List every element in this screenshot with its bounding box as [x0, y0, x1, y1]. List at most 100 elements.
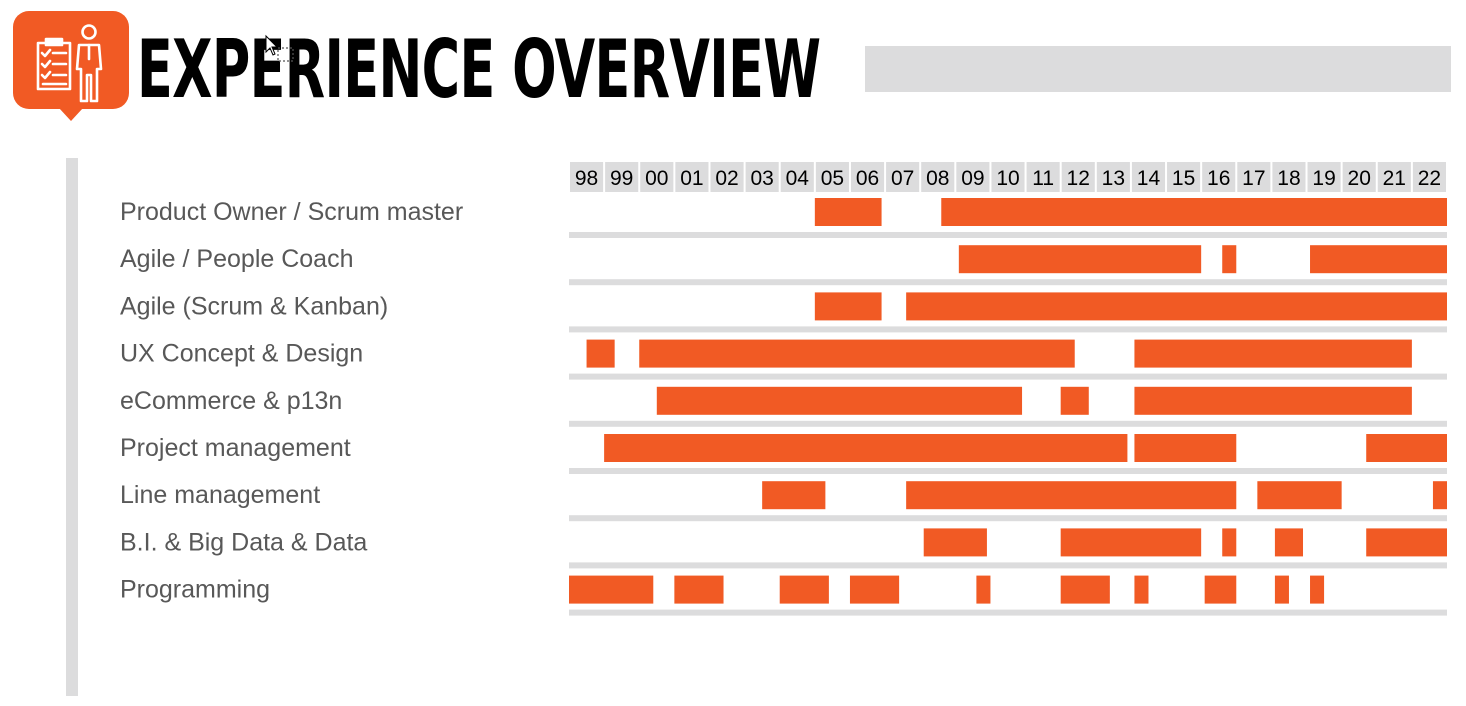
gantt-bar — [586, 339, 615, 368]
year-header-cell — [1307, 162, 1341, 192]
year-header-cell — [1131, 162, 1166, 192]
year-tick-label: 06 — [856, 167, 879, 190]
gantt-bar — [906, 292, 1447, 321]
gantt-bar — [1257, 481, 1342, 510]
year-header-cell — [745, 162, 779, 192]
year-tick-label: 10 — [996, 167, 1019, 190]
gantt-bar — [814, 292, 882, 321]
gantt-bar — [976, 575, 991, 604]
gantt-bar — [639, 339, 1075, 368]
year-tick-label: 22 — [1418, 167, 1441, 190]
year-header-cell — [886, 162, 920, 192]
year-header-cell — [1202, 162, 1236, 192]
gantt-bar — [1134, 434, 1237, 462]
year-tick-label: 19 — [1312, 167, 1335, 190]
year-tick-label: 17 — [1242, 167, 1265, 190]
row-separator — [569, 326, 1447, 333]
year-tick-label: 21 — [1383, 167, 1406, 190]
row-label: Project management — [120, 434, 351, 462]
mouse-cursor-icon — [264, 34, 298, 66]
row-label: Agile (Scrum & Kanban) — [120, 292, 388, 320]
row-separator — [569, 420, 1447, 427]
gantt-bar — [1310, 575, 1325, 604]
gantt-bar — [906, 481, 1237, 510]
gantt-bar — [1134, 339, 1412, 368]
year-tick-label: 08 — [926, 167, 949, 190]
row-label: B.I. & Big Data & Data — [120, 528, 367, 556]
year-header-cell — [1026, 162, 1060, 192]
row-label: Agile / People Coach — [120, 245, 353, 273]
year-header-cell — [1096, 162, 1130, 192]
year-tick-label: 12 — [1067, 167, 1090, 190]
gantt-bar — [1204, 575, 1237, 604]
gantt-bar — [656, 386, 1023, 415]
gantt-bar — [941, 198, 1447, 226]
year-tick-label: 04 — [786, 167, 810, 190]
gantt-bar — [779, 575, 829, 604]
gantt-bar — [1060, 575, 1110, 604]
row-separator — [569, 515, 1447, 522]
logo-badge — [13, 11, 129, 123]
year-header-cell — [1377, 162, 1411, 192]
gantt-bar — [1366, 528, 1447, 557]
title-accent-bar — [865, 46, 1451, 92]
gantt-bar — [1274, 528, 1304, 557]
gantt-bar — [762, 481, 826, 510]
gantt-bar — [674, 575, 724, 604]
year-header-cell — [1272, 162, 1306, 192]
year-tick-label: 15 — [1172, 167, 1195, 190]
row-label: Programming — [120, 576, 270, 604]
year-header-cell — [850, 162, 885, 192]
row-separator — [569, 468, 1447, 474]
year-header-cell — [605, 162, 639, 192]
year-header-cell — [956, 162, 990, 192]
year-header-cell — [815, 162, 849, 192]
row-label: Line management — [120, 481, 320, 509]
year-header-cell — [991, 162, 1025, 192]
year-header-cell — [570, 162, 604, 192]
row-label: Product Owner / Scrum master — [120, 198, 463, 226]
gantt-bar — [849, 575, 900, 604]
year-header-cell — [1412, 162, 1446, 192]
gantt-bar — [958, 245, 1202, 274]
year-tick-label: 01 — [680, 167, 703, 190]
person-with-checklist-icon — [13, 11, 129, 121]
year-header-cell — [1342, 162, 1376, 192]
gantt-bar — [1134, 386, 1412, 415]
year-tick-label: 98 — [575, 167, 598, 190]
year-tick-label: 05 — [821, 167, 844, 190]
gantt-bar — [1060, 528, 1202, 557]
year-header-cell — [710, 162, 744, 192]
gantt-bar — [814, 198, 882, 226]
year-header-cell — [640, 162, 674, 192]
year-header-cell — [1061, 162, 1095, 192]
gantt-bar — [1274, 575, 1289, 604]
year-tick-label: 18 — [1277, 167, 1300, 190]
gantt-bar — [1060, 386, 1089, 415]
year-tick-label: 02 — [715, 167, 738, 190]
year-tick-label: 09 — [961, 167, 984, 190]
gantt-bar — [1222, 245, 1237, 274]
year-tick-label: 14 — [1137, 167, 1161, 190]
page-title: EXPERIENCE OVERVIEW — [137, 23, 821, 116]
row-separator — [569, 279, 1447, 286]
gantt-bar — [1310, 245, 1447, 274]
gantt-bar — [1366, 434, 1447, 462]
year-header-cell — [921, 162, 955, 192]
year-header-cell — [1237, 162, 1271, 192]
row-separator — [569, 232, 1447, 238]
left-vertical-rule — [66, 158, 78, 696]
year-tick-label: 16 — [1207, 167, 1230, 190]
year-tick-label: 07 — [891, 167, 914, 190]
year-tick-label: 99 — [610, 167, 633, 190]
row-separator — [569, 373, 1447, 380]
gantt-bar — [604, 434, 1128, 462]
row-separator — [569, 562, 1447, 569]
year-tick-label: 20 — [1348, 167, 1371, 190]
gantt-bar — [1134, 575, 1149, 604]
gantt-bar — [569, 575, 654, 604]
gantt-bar — [1432, 481, 1447, 510]
year-tick-label: 00 — [645, 167, 668, 190]
year-tick-label: 11 — [1032, 167, 1054, 190]
